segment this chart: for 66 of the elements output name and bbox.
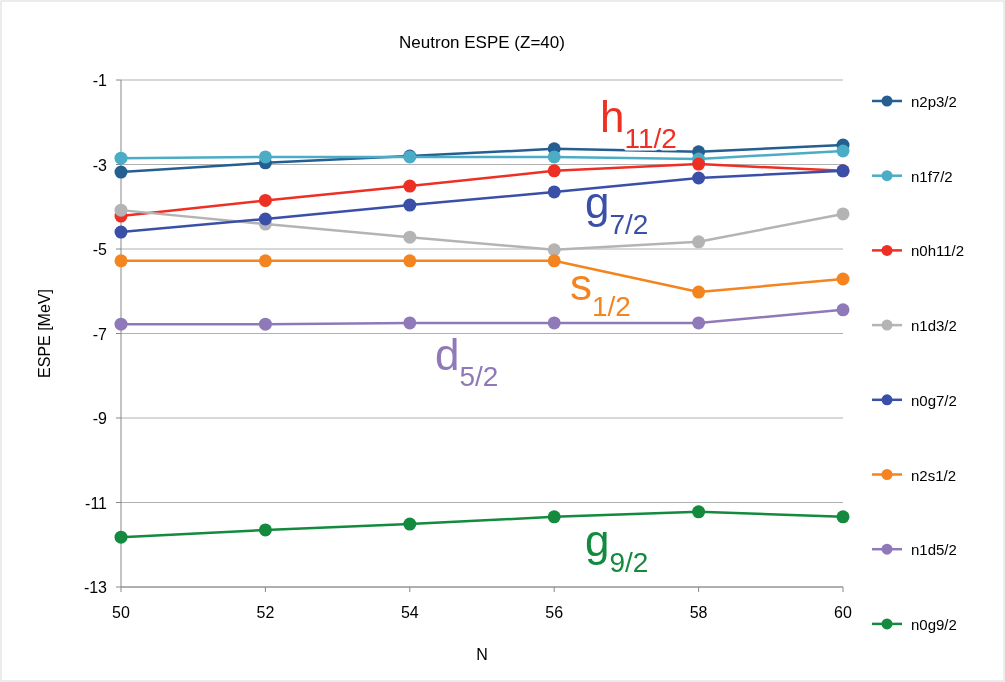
point xyxy=(547,243,561,257)
y-tick-label: -1 xyxy=(92,72,108,89)
point xyxy=(258,150,272,164)
x-axis-title: N xyxy=(476,646,488,663)
legend-label: n1f7/2 xyxy=(911,167,953,185)
annotation: h$_{11/2}$ xyxy=(600,92,677,154)
annotation: s$_{1/2}$ xyxy=(570,260,631,322)
y-tick-label: -13 xyxy=(83,579,108,596)
point xyxy=(547,150,561,164)
point xyxy=(836,272,850,286)
point xyxy=(403,517,417,531)
legend-label: n0g9/2 xyxy=(911,615,957,633)
point xyxy=(403,254,417,268)
y-tick-label: -9 xyxy=(92,410,108,427)
y-tick-label: -5 xyxy=(92,241,108,258)
point xyxy=(403,316,417,330)
point xyxy=(114,530,128,544)
point xyxy=(836,510,850,524)
point xyxy=(114,225,128,239)
x-tick-label: 54 xyxy=(400,604,419,621)
point xyxy=(114,254,128,268)
annotation: g$_{7/2}$ xyxy=(585,178,649,240)
point xyxy=(547,316,561,330)
point xyxy=(836,207,850,221)
point xyxy=(692,235,706,249)
annotation: g$_{9/2}$ xyxy=(585,516,649,578)
point xyxy=(403,230,417,244)
point xyxy=(836,144,850,158)
y-tick-label: -3 xyxy=(92,156,108,174)
x-tick-label: 52 xyxy=(256,604,275,621)
legend-label: n1d5/2 xyxy=(911,541,957,559)
legend-label: n2s1/2 xyxy=(911,466,957,484)
point xyxy=(547,164,561,178)
x-tick-label: 56 xyxy=(545,604,564,621)
point xyxy=(258,317,272,331)
point xyxy=(547,185,561,199)
point xyxy=(403,179,417,193)
point xyxy=(114,317,128,331)
legend-label: n1d3/2 xyxy=(911,317,957,335)
point xyxy=(692,157,706,171)
x-tick-label: 60 xyxy=(834,604,852,621)
point xyxy=(692,505,706,519)
point xyxy=(692,316,706,330)
point xyxy=(692,171,706,185)
legend-label: n0g7/2 xyxy=(911,391,957,409)
point xyxy=(692,285,706,299)
chart-title: Neutron ESPE (Z=40) xyxy=(399,33,565,52)
y-tick-label: -11 xyxy=(85,494,108,512)
x-tick-label: 50 xyxy=(112,604,130,621)
x-tick-label: 58 xyxy=(689,604,708,621)
point xyxy=(114,151,128,165)
y-tick-label: -7 xyxy=(92,325,108,343)
y-axis-title: ESPE [MeV] xyxy=(36,289,53,378)
point xyxy=(258,254,272,268)
point xyxy=(258,523,272,537)
point xyxy=(836,303,850,317)
point xyxy=(258,212,272,226)
legend-label: n0h11/2 xyxy=(911,242,965,260)
point xyxy=(114,165,128,179)
point xyxy=(547,510,561,524)
point xyxy=(403,198,417,212)
point xyxy=(114,203,128,217)
legend-label: n2p3/2 xyxy=(911,93,957,110)
annotation: d$_{5/2}$ xyxy=(435,330,499,392)
point xyxy=(547,254,561,268)
point xyxy=(258,193,272,207)
